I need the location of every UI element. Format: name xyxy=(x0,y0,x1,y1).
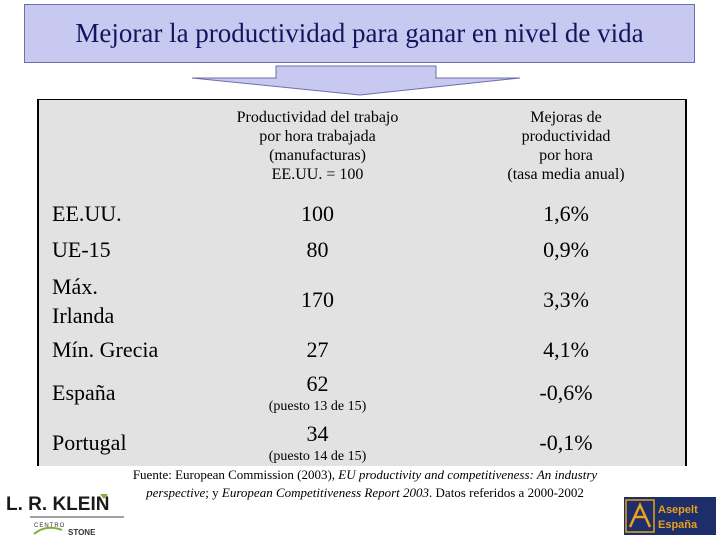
source-note: Fuente: European Commission (2003), EU p… xyxy=(130,466,600,502)
row-productivity: 62 xyxy=(306,371,329,396)
klein-logo-sub2: STONE xyxy=(68,528,96,537)
funnel-arrow-icon xyxy=(192,65,520,96)
row-productivity: 27 xyxy=(306,337,329,362)
row-improvement: 3,3% xyxy=(543,287,589,312)
row-improvement: -0,1% xyxy=(539,430,593,455)
row-rank-note: (puesto 14 de 15) xyxy=(268,449,367,464)
row-productivity: 34 xyxy=(306,421,329,446)
asepelt-logo-icon: Asepelt España xyxy=(624,497,716,535)
row-improvement: 1,6% xyxy=(543,201,589,226)
row-productivity: 100 xyxy=(301,201,334,226)
row-label: EE.UU. xyxy=(52,201,122,226)
asepelt-logo-line1: Asepelt xyxy=(658,504,698,516)
header-productivity-line: por hora trabajada xyxy=(259,128,376,145)
row-label: UE-15 xyxy=(52,237,111,262)
klein-logo-text: L. R. KLEIN xyxy=(6,494,109,515)
header-improvement-line: por hora xyxy=(539,147,593,164)
source-middle: ; y xyxy=(205,485,219,500)
header-improvement-line: productividad xyxy=(521,128,611,145)
row-label: España xyxy=(52,380,116,405)
data-table xyxy=(37,100,687,466)
row-improvement: -0,6% xyxy=(539,380,593,405)
title-banner: Mejorar la productividad para ganar en n… xyxy=(24,4,695,63)
row-label-line: Máx. xyxy=(52,274,98,299)
source-prefix: Fuente: European Commission (2003), xyxy=(132,467,336,482)
row-improvement: 0,9% xyxy=(543,237,589,262)
klein-logo-icon: L. R. KLEIN CENTRO STONE xyxy=(6,494,124,537)
source-title-2: European Competitiveness Report 2003 xyxy=(221,485,430,500)
row-label: Portugal xyxy=(52,430,127,455)
source-suffix: . Datos referidos a 2000-2002 xyxy=(429,485,584,500)
header-improvement-line: Mejoras de xyxy=(530,109,602,126)
header-productivity: Productividad del trabajo por hora traba… xyxy=(190,108,445,184)
row-productivity: 170 xyxy=(301,287,334,312)
row-productivity: 80 xyxy=(306,237,329,262)
source-title-1: EU productivity and competitiveness: An … xyxy=(146,467,598,500)
row-improvement: 4,1% xyxy=(543,337,589,362)
row-rank-note: (puesto 13 de 15) xyxy=(268,399,367,414)
header-productivity-line: EE.UU. = 100 xyxy=(271,166,364,183)
row-label-line: Irlanda xyxy=(52,303,115,328)
header-improvement: Mejoras de productividad por hora (tasa … xyxy=(455,108,677,184)
klein-logo-sub1: CENTRO xyxy=(34,523,65,529)
header-productivity-line: Productividad del trabajo xyxy=(236,109,399,126)
header-productivity-line: (manufacturas) xyxy=(269,147,366,164)
row-label: Mín. Grecia xyxy=(52,337,159,362)
row-label: Máx. Irlanda xyxy=(52,272,114,330)
asepelt-logo-line2: España xyxy=(658,519,698,531)
header-improvement-line: (tasa media anual) xyxy=(507,166,625,183)
page-title: Mejorar la productividad para ganar en n… xyxy=(75,18,644,48)
